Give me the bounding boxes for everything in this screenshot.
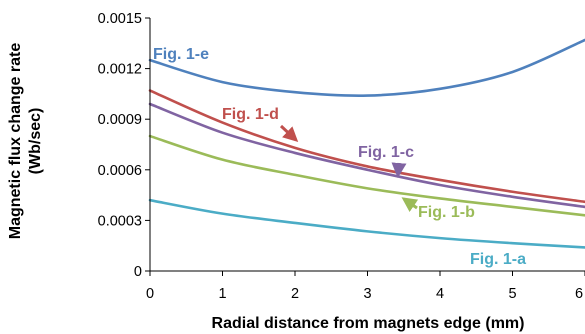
arrow-fig-1-d [279, 124, 299, 143]
label-fig-1-d: Fig. 1-d [222, 106, 279, 123]
y-axis-title-line1: Magnetic flux change rate [7, 43, 24, 240]
series-line-fig-1-e [148, 38, 585, 97]
x-tick-label: 0 [146, 286, 154, 302]
y-axis-title-line2: (Wb/sec) [27, 108, 44, 175]
y-tick-label: 0.0006 [98, 163, 142, 179]
x-axis-title: Radial distance from magnets edge (mm) [212, 315, 525, 332]
y-tick-label: 0 [134, 264, 142, 280]
arrow-fig-1-c [391, 162, 407, 178]
y-tick-label: 0.0009 [98, 112, 142, 128]
x-tick-label: 4 [436, 286, 444, 302]
label-fig-1-b: Fig. 1-b [418, 204, 475, 221]
label-fig-1-c: Fig. 1-c [358, 144, 414, 161]
x-tick-label: 2 [291, 286, 299, 302]
y-tick-label: 0.0003 [98, 213, 142, 229]
x-tick-label: 1 [218, 286, 226, 302]
series-line-fig-1-b [148, 134, 585, 217]
x-tick-label: 6 [575, 286, 583, 302]
y-tick-label: 0.0015 [98, 11, 142, 27]
y-tick-label: 0.0012 [98, 62, 142, 78]
label-fig-1-a: Fig. 1-a [470, 251, 526, 268]
series-line-fig-1-a [148, 198, 585, 249]
ticks-layer: 0 0.0003 0.0006 0.0009 0.0012 0.0015 0 1 2 3 4 5 6 [98, 11, 585, 302]
annotations-layer: Fig. 1-a Fig. 1-b Fig. 1-c Fig. 1-d Fig. 1-e [153, 46, 526, 268]
arrow-fig-1-b [401, 197, 419, 212]
label-fig-1-e: Fig. 1-e [153, 46, 209, 63]
series-line-fig-1-d [148, 89, 585, 204]
x-tick-label: 5 [508, 286, 516, 302]
series-line-fig-1-c [148, 102, 585, 209]
series-layer [148, 38, 585, 249]
x-tick-label: 3 [363, 286, 371, 302]
